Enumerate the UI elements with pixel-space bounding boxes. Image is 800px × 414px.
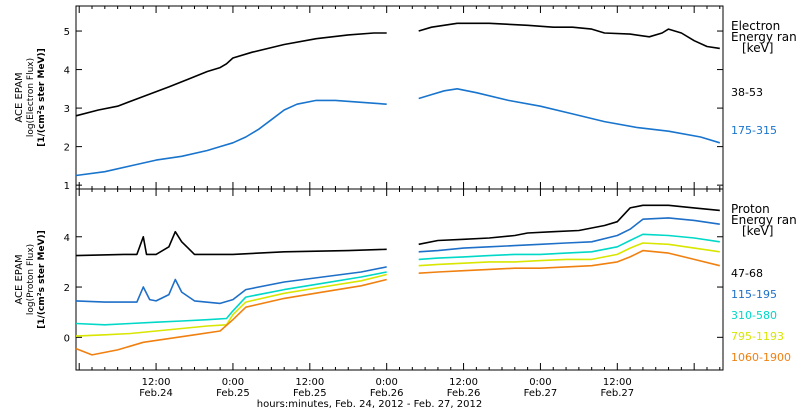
series-line-310-580 (75, 271, 387, 326)
y-tick-label: 1 (64, 181, 70, 192)
electron-panel: 1 2 3 4 5 ACE EPAM log(Electron Flux) [1/(cm²s … (14, 5, 797, 192)
x-tick-label-time: 0:00 (222, 377, 244, 388)
series-line-795-1193-cont (418, 242, 720, 267)
y-tick-label: 4 (64, 233, 70, 244)
x-tick-label-date: Feb.27 (600, 388, 634, 399)
legend-entry: 795-1193 (731, 330, 784, 343)
series-line-795-1193 (75, 273, 387, 337)
x-tick-label-date: Feb.25 (293, 388, 327, 399)
legend-title-line: [keV] (742, 224, 773, 238)
legend-title-line: [keV] (742, 41, 773, 55)
y-tick-label: 5 (64, 27, 70, 38)
series-line-1060-1900 (75, 278, 387, 356)
series-line-47-68 (75, 230, 387, 257)
legend-entry: 310-580 (731, 309, 777, 322)
x-tick-label-date: Feb.25 (216, 388, 250, 399)
x-tick-label-time: 12:00 (603, 377, 632, 388)
y-axis-label-line: ACE EPAM (14, 254, 25, 304)
y-tick-label: 2 (64, 143, 70, 154)
series-line-175-315 (75, 99, 387, 177)
series-line-310-580-cont (418, 233, 720, 261)
legend-entry: 115-195 (731, 288, 777, 301)
y-tick-label: 3 (64, 104, 70, 115)
x-tick-label-date: Feb.24 (139, 388, 173, 399)
series-line-115-195-cont (418, 217, 720, 253)
y-axis-label-line: log(Proton Flux) (26, 244, 36, 315)
y-axis-label-line: [1/(cm²s ster MeV)] (37, 48, 47, 147)
legend-entry: 175-315 (731, 124, 777, 137)
y-axis-label-line: log(Electron Flux) (26, 58, 36, 137)
x-tick-label-time: 12:00 (449, 377, 478, 388)
plot-frame (75, 188, 724, 371)
y-tick-label: 0 (64, 333, 70, 344)
x-tick-label-date: Feb.26 (370, 388, 404, 399)
series-line-38-53 (75, 32, 387, 117)
y-tick-label: 4 (64, 66, 70, 77)
legend-title-line: Energy ran (731, 30, 797, 44)
x-tick-label-time: 12:00 (295, 377, 324, 388)
y-tick-label: 2 (64, 283, 70, 294)
legend-entry: 38-53 (731, 86, 763, 99)
x-tick-label-date: Feb.27 (524, 388, 558, 399)
legend-entry: 47-68 (731, 267, 763, 280)
series-line-47-68-cont (418, 204, 720, 246)
legend-title-line: Proton (731, 202, 770, 216)
x-tick-label-time: 0:00 (529, 377, 551, 388)
series-line-175-315-cont (418, 88, 721, 144)
x-tick-label-time: 0:00 (375, 377, 397, 388)
series-line-38-53-cont (418, 22, 720, 50)
series-line-115-195 (75, 266, 387, 305)
y-axis-label-line: ACE EPAM (14, 72, 25, 122)
legend-entry: 1060-1900 (731, 351, 791, 364)
x-tick-label-time: 12:00 (142, 377, 171, 388)
proton-panel: 0 2 4 ACE EPAM log(Proton Flux) [1/(cm²s ster… (14, 188, 797, 410)
legend-title-line: Electron (731, 19, 780, 33)
legend-title-line: Energy ran (731, 213, 797, 227)
series-line-1060-1900-cont (418, 249, 720, 274)
x-axis-label: hours:minutes, Feb. 24, 2012 - Feb. 27, … (257, 399, 482, 410)
x-tick-label-date: Feb.26 (447, 388, 481, 399)
y-axis-label-line: [1/(cm²s ster MeV)] (37, 230, 47, 329)
